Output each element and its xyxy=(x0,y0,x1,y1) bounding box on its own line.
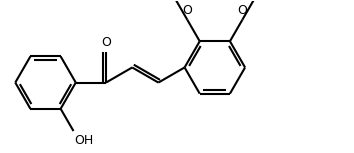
Text: O: O xyxy=(101,36,111,49)
Text: OH: OH xyxy=(74,134,93,147)
Text: O: O xyxy=(238,4,247,17)
Text: O: O xyxy=(182,4,192,17)
